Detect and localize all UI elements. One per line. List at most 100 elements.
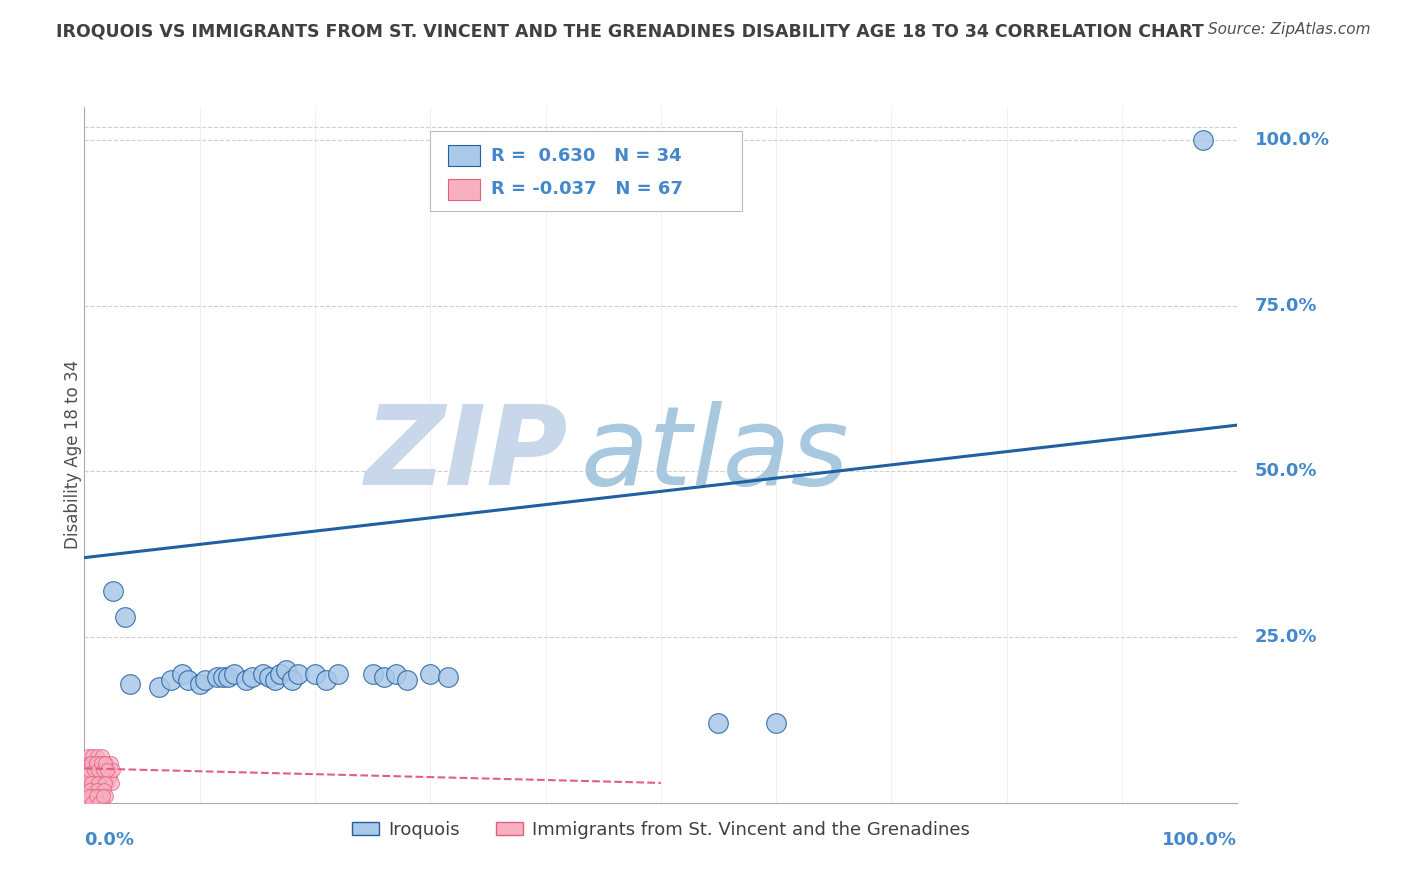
- Point: [77, 796, 100, 810]
- Point: [93, 756, 115, 770]
- Point: [98, 769, 121, 783]
- Point: [91, 776, 114, 790]
- Point: [80, 769, 103, 783]
- Point: [80, 756, 103, 770]
- Point: [76, 749, 98, 764]
- Point: [77, 776, 100, 790]
- Point: [76, 782, 98, 797]
- Point: [75, 796, 97, 810]
- Point: [100, 756, 122, 770]
- FancyBboxPatch shape: [447, 178, 479, 200]
- Point: [90, 756, 112, 770]
- Point: [87, 776, 110, 790]
- Point: [97, 763, 120, 777]
- Text: R =  0.630   N = 34: R = 0.630 N = 34: [491, 147, 682, 165]
- Point: [91, 763, 114, 777]
- Point: [177, 673, 200, 688]
- Text: Source: ZipAtlas.com: Source: ZipAtlas.com: [1208, 22, 1371, 37]
- Point: [89, 796, 111, 810]
- Point: [419, 666, 441, 681]
- Point: [82, 749, 104, 764]
- Point: [96, 776, 118, 790]
- Point: [188, 676, 211, 690]
- Point: [276, 663, 298, 677]
- Point: [235, 673, 257, 688]
- Point: [396, 673, 419, 688]
- Point: [1191, 133, 1213, 147]
- Point: [93, 782, 115, 797]
- Point: [304, 666, 326, 681]
- Legend: Iroquois, Immigrants from St. Vincent and the Grenadines: Iroquois, Immigrants from St. Vincent an…: [344, 814, 977, 846]
- Point: [83, 756, 105, 770]
- FancyBboxPatch shape: [430, 131, 741, 211]
- Point: [89, 756, 111, 770]
- Point: [93, 763, 115, 777]
- Point: [194, 673, 217, 688]
- Point: [103, 583, 124, 598]
- Point: [87, 776, 110, 790]
- Point: [77, 789, 100, 804]
- Point: [373, 670, 395, 684]
- Point: [83, 789, 105, 804]
- Point: [77, 763, 100, 777]
- Point: [101, 776, 124, 790]
- Point: [84, 789, 107, 804]
- Point: [96, 763, 118, 777]
- Point: [257, 670, 280, 684]
- Point: [160, 673, 183, 688]
- Point: [765, 716, 787, 731]
- Point: [86, 756, 108, 770]
- Point: [287, 666, 309, 681]
- Point: [76, 769, 98, 783]
- Point: [94, 769, 117, 783]
- Point: [269, 666, 291, 681]
- FancyBboxPatch shape: [447, 145, 479, 166]
- Point: [86, 782, 108, 797]
- Point: [281, 673, 304, 688]
- Point: [84, 769, 107, 783]
- Point: [120, 676, 142, 690]
- Point: [87, 763, 110, 777]
- Point: [707, 716, 730, 731]
- Point: [96, 756, 118, 770]
- Text: 50.0%: 50.0%: [1254, 462, 1317, 481]
- Point: [83, 782, 105, 797]
- Point: [89, 789, 111, 804]
- Text: ZIP: ZIP: [366, 401, 568, 508]
- Point: [76, 789, 98, 804]
- Point: [79, 756, 101, 770]
- Point: [91, 789, 114, 804]
- Point: [211, 670, 233, 684]
- Y-axis label: Disability Age 18 to 34: Disability Age 18 to 34: [65, 360, 82, 549]
- Point: [89, 769, 111, 783]
- Point: [218, 670, 240, 684]
- Text: IROQUOIS VS IMMIGRANTS FROM ST. VINCENT AND THE GRENADINES DISABILITY AGE 18 TO : IROQUOIS VS IMMIGRANTS FROM ST. VINCENT …: [56, 22, 1204, 40]
- Point: [172, 666, 194, 681]
- Point: [89, 763, 111, 777]
- Text: 100.0%: 100.0%: [1163, 830, 1237, 848]
- Point: [79, 782, 101, 797]
- Point: [79, 763, 101, 777]
- Text: 75.0%: 75.0%: [1254, 297, 1317, 315]
- Point: [436, 670, 458, 684]
- Point: [76, 769, 98, 783]
- Point: [83, 763, 105, 777]
- Point: [83, 776, 105, 790]
- Text: atlas: atlas: [581, 401, 849, 508]
- Point: [240, 670, 263, 684]
- Point: [326, 666, 349, 681]
- Point: [315, 673, 337, 688]
- Point: [86, 749, 108, 764]
- Point: [90, 749, 112, 764]
- Point: [89, 756, 111, 770]
- Text: R = -0.037   N = 67: R = -0.037 N = 67: [491, 180, 683, 198]
- Point: [361, 666, 384, 681]
- Point: [91, 796, 114, 810]
- Point: [82, 796, 104, 810]
- Point: [94, 756, 117, 770]
- Text: 25.0%: 25.0%: [1254, 628, 1317, 646]
- Text: 0.0%: 0.0%: [84, 830, 135, 848]
- Point: [75, 763, 97, 777]
- Point: [148, 680, 170, 694]
- Text: 100.0%: 100.0%: [1254, 131, 1330, 149]
